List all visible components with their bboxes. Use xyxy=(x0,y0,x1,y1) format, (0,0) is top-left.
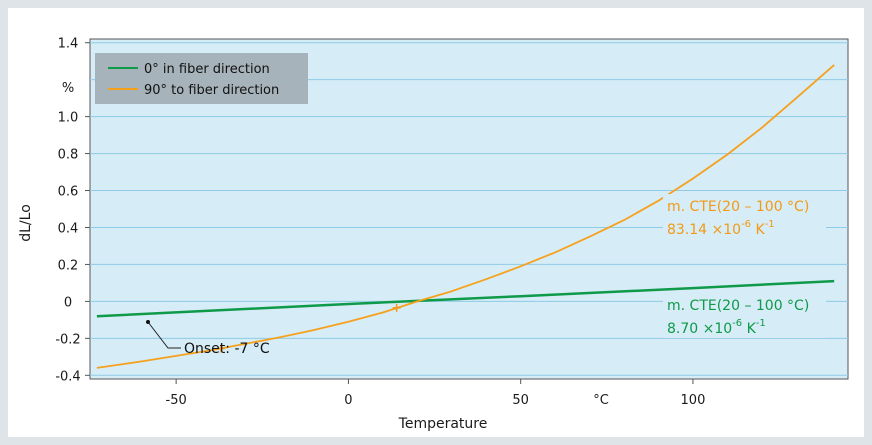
cte-0-annotation: m. CTE(20 – 100 °C) 8.70 ×10-6 K-1 xyxy=(663,292,826,338)
cte-90-value: 83.14 ×10 xyxy=(667,222,741,238)
y-axis-unit: % xyxy=(62,81,74,96)
y-tick-label: 0.8 xyxy=(58,148,79,163)
x-axis-ticks: -50 0 50 100 xyxy=(166,379,706,408)
onset-leader-line xyxy=(147,321,181,349)
y-tick-label: 0.4 xyxy=(58,221,79,236)
x-tick-label: 0 xyxy=(344,393,352,408)
cte-90-line1: m. CTE(20 – 100 °C) xyxy=(667,199,809,215)
series-lines xyxy=(96,64,835,369)
y-tick-label: 0.2 xyxy=(58,258,79,273)
x-tick-label: -50 xyxy=(166,393,187,408)
cte-0-label-bg xyxy=(663,292,826,338)
legend-box xyxy=(95,53,308,104)
chart-frame: 1.4 1.0 0.8 0.6 0.4 0.2 0 -0.2 -0.4 -50 0 50 100 % … xyxy=(8,8,864,437)
data-markers xyxy=(216,303,401,353)
series-line-0deg xyxy=(96,279,835,318)
y-tick-label: -0.2 xyxy=(55,332,80,347)
onset-point xyxy=(146,320,150,324)
cte-0-exponent: -6 xyxy=(732,318,742,329)
x-tick-label: 100 xyxy=(681,393,706,408)
series-line-90deg xyxy=(96,64,835,369)
x-tick-label: 50 xyxy=(512,393,529,408)
legend-label-0deg: 0° in fiber direction xyxy=(144,62,270,77)
x-axis-title: Temperature xyxy=(398,416,488,432)
cte-0-value: 8.70 ×10 xyxy=(667,321,732,337)
cte-90-annotation: m. CTE(20 – 100 °C) 83.14 ×10-6 K-1 xyxy=(663,194,826,240)
cte-90-line2: 83.14 ×10-6 K-1 xyxy=(667,219,775,238)
y-tick-label: 1.0 xyxy=(58,111,79,126)
cte-90-exponent: -6 xyxy=(741,219,751,230)
y-tick-label: 0.6 xyxy=(58,185,79,200)
cte-90-label-bg xyxy=(663,194,826,240)
series-marker xyxy=(392,303,401,312)
cte-90-unit-exponent: -1 xyxy=(765,219,775,230)
onset-annotation: Onset: -7 °C xyxy=(146,320,270,357)
line-chart: 1.41.00.80.60.40.20-0.2-0.4 -50 0 50 100 % … xyxy=(18,37,849,432)
y-axis-title: dL/Lo xyxy=(18,204,34,242)
legend-label-90deg: 90° to fiber direction xyxy=(144,83,279,98)
y-tick-label: 0 xyxy=(64,295,72,310)
onset-label: Onset: -7 °C xyxy=(184,341,270,357)
cte-0-line2: 8.70 ×10-6 K-1 xyxy=(667,318,766,337)
x-axis-unit: °C xyxy=(593,393,609,408)
legend: 0° in fiber direction 90° to fiber direc… xyxy=(95,53,308,104)
cte-90-unit: K xyxy=(751,222,765,238)
series-marker xyxy=(216,344,225,353)
y-tick-label: -0.4 xyxy=(55,369,80,384)
cte-0-line1: m. CTE(20 – 100 °C) xyxy=(667,298,809,314)
y-axis-ticks: 1.4 1.0 0.8 0.6 0.4 0.2 0 -0.2 -0.4 xyxy=(55,37,90,384)
cte-0-unit-exponent: -1 xyxy=(756,318,766,329)
cte-0-unit: K xyxy=(742,321,756,337)
y-tick-label: 1.4 xyxy=(58,37,79,52)
